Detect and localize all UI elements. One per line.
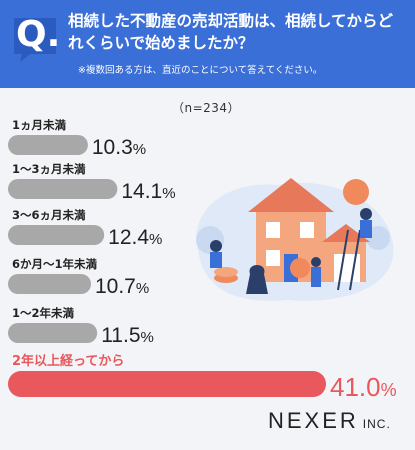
brand-name: NEXER — [268, 408, 359, 433]
data-label: 12.4% — [108, 226, 162, 249]
category-label: 1〜2年未満 — [12, 306, 75, 320]
bar — [8, 135, 88, 155]
category-label: 2年以上経ってから — [12, 353, 124, 369]
bar — [8, 323, 98, 343]
bar — [8, 179, 118, 199]
data-label: 14.1% — [121, 180, 175, 203]
question-note: ※複数回ある方は、直近のことについて答えてください。 — [78, 65, 323, 76]
category-label: 3〜6ヵ月未満 — [12, 208, 86, 222]
question-header: Q. 相続した不動産の売却活動は、相続してからどれくらいで始めましたか？ ※複数… — [0, 0, 415, 88]
data-label: 10.3% — [92, 136, 146, 159]
brand-logo: NEXER INC. — [268, 408, 391, 434]
brand-suffix: INC. — [362, 417, 391, 431]
question-title: 相続した不動産の売却活動は、相続してからどれくらいで始めましたか？ — [68, 12, 394, 52]
data-label: 41.0% — [330, 372, 397, 402]
question-label: Q. — [16, 14, 61, 55]
category-label: 1ヵ月未満 — [12, 118, 67, 132]
data-label: 11.5% — [101, 324, 154, 347]
bar — [8, 274, 91, 294]
data-label: 10.7% — [95, 275, 149, 298]
question-bubble-icon — [10, 14, 60, 64]
sample-size: （n=234） — [172, 101, 241, 115]
category-label: 1〜3ヵ月未満 — [12, 162, 86, 176]
category-label: 6か月〜1年未満 — [12, 257, 98, 271]
house-sale-illustration — [196, 178, 394, 301]
bar — [8, 371, 326, 397]
bar — [8, 225, 105, 245]
